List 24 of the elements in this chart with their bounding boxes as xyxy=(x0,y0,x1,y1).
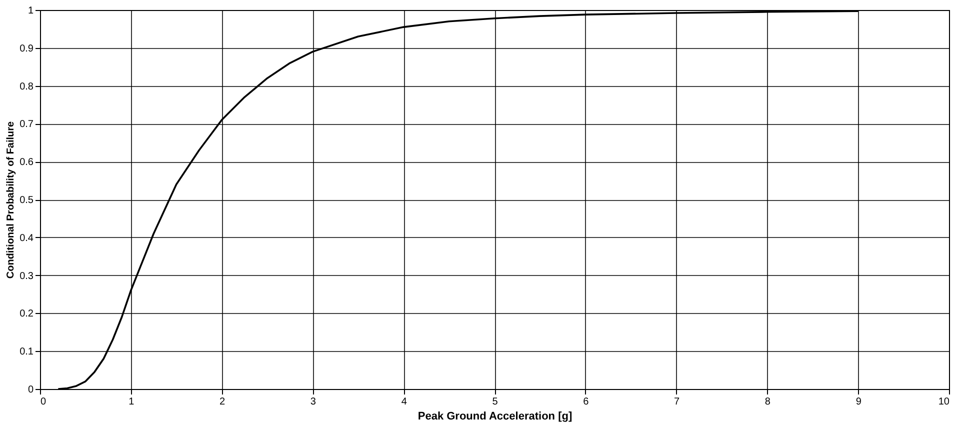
y-tick-label: 0.5 xyxy=(20,195,34,206)
x-tick-label: 9 xyxy=(856,396,862,408)
x-tick-label: 0 xyxy=(40,396,46,408)
y-tick-label: 0.6 xyxy=(20,157,34,168)
y-tick-label: 0 xyxy=(28,384,34,396)
x-axis-title: Peak Ground Acceleration [g] xyxy=(418,410,572,422)
x-tick-label: 3 xyxy=(310,396,316,408)
y-tick-label: 0.9 xyxy=(20,43,34,54)
x-tick-label: 10 xyxy=(938,396,950,408)
x-tick-label: 6 xyxy=(583,396,590,408)
x-tick-label: 7 xyxy=(674,396,680,408)
y-tick-label: 0.7 xyxy=(20,119,34,130)
y-tick-label: 0.2 xyxy=(20,308,34,320)
y-tick-label: 0.3 xyxy=(20,270,34,282)
x-tick-label: 8 xyxy=(764,396,771,408)
x-tick-label: 1 xyxy=(128,396,135,408)
y-tick-label: 0.4 xyxy=(20,232,34,244)
x-tick-label: 2 xyxy=(220,396,226,408)
y-tick-label: 0.8 xyxy=(20,81,34,92)
y-axis-title: Conditional Probability of Failure xyxy=(6,120,17,279)
y-tick-label: 0.1 xyxy=(20,346,34,358)
y-tick-label: 1 xyxy=(28,6,34,16)
x-tick-label: 4 xyxy=(401,396,408,408)
x-tick-label: 5 xyxy=(492,396,498,408)
